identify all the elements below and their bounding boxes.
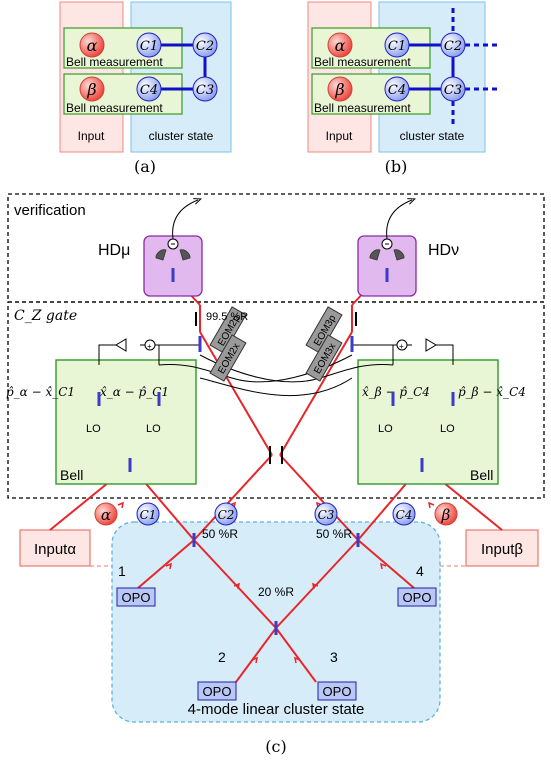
c3-node <box>192 76 218 102</box>
c1-label: C1 <box>140 39 158 54</box>
cluster-state-label: cluster state <box>149 129 214 143</box>
cz-gate-box <box>7 301 545 499</box>
opo-4: OPO <box>397 587 437 607</box>
reflect-50-right: 50 %R <box>316 527 352 541</box>
input-beta-box <box>465 529 539 567</box>
c3-label: C3 <box>196 83 214 98</box>
input-alpha-label: Inputα <box>34 541 76 558</box>
caption-a: (a) <box>134 157 156 176</box>
bell-right-label: Bell <box>470 467 493 483</box>
bell-left-label: Bell <box>60 467 83 483</box>
c2-node <box>440 32 466 58</box>
alpha-label: α <box>335 36 346 55</box>
beta-label: β <box>441 506 451 524</box>
mode-4: 4 <box>416 563 424 579</box>
c1-node <box>136 502 160 526</box>
beta-node <box>434 502 458 526</box>
panel-a: α β C1 C2 C3 C4 Bell measurement Bell me… <box>59 1 232 176</box>
formula-x-alpha: x̂_α − p̂_C1 <box>100 385 169 399</box>
beta-node <box>79 76 105 102</box>
bell-box-left <box>55 359 197 485</box>
formula-x-beta: x̂_β − p̂_C4 <box>362 385 430 399</box>
svg-text:+: + <box>399 342 404 351</box>
c3-node <box>314 502 338 526</box>
beta-label: β <box>86 80 96 99</box>
alpha-node <box>327 32 353 58</box>
mode-2: 2 <box>218 649 226 665</box>
c2-label: C2 <box>196 39 214 54</box>
lo-label: LO <box>146 423 161 435</box>
beam-splitters <box>97 268 455 635</box>
c4-node <box>392 502 416 526</box>
bell-measurement-label: Bell measurement <box>66 101 163 115</box>
opo-3: OPO <box>317 681 357 701</box>
bell-box-right <box>357 359 499 485</box>
c4-label: C4 <box>396 508 413 522</box>
alpha-label: α <box>101 506 111 524</box>
svg-text:OPO: OPO <box>403 590 432 605</box>
panel-b: α β C1 C2 C3 C4 Bell measurement Bell me… <box>307 1 498 176</box>
formula-p-beta: p̂_β − x̂_C4 <box>458 385 526 399</box>
alpha-node <box>94 502 118 526</box>
c1-label: C1 <box>140 508 157 522</box>
verification-label: verification <box>14 202 86 219</box>
c4-node <box>384 76 410 102</box>
lo-label: LO <box>378 423 393 435</box>
c1-label: C1 <box>388 39 406 54</box>
c4-label: C4 <box>140 83 158 98</box>
beta-label: β <box>334 80 344 99</box>
bell-measurement-label: Bell measurement <box>314 101 411 115</box>
c2-label: C2 <box>444 39 462 54</box>
c2-node <box>192 32 218 58</box>
c3-label: C3 <box>444 83 462 98</box>
bell-measurement-label: Bell measurement <box>66 55 163 69</box>
verification-box <box>7 193 545 303</box>
input-alpha-box <box>19 529 91 567</box>
c3-node <box>440 76 466 102</box>
c3-label: C3 <box>318 508 335 522</box>
beta-node <box>327 76 353 102</box>
alpha-label: α <box>87 36 98 55</box>
lo-label: LO <box>440 423 455 435</box>
svg-text:OPO: OPO <box>323 684 352 699</box>
lo-label: LO <box>86 423 101 435</box>
reflect-20: 20 %R <box>258 585 294 599</box>
reflect-995-label: 99.5 %R <box>206 311 248 323</box>
cluster-state-label: 4-mode linear cluster state <box>188 701 365 718</box>
panel-c: verification C_Z gate 4-mode linear clus… <box>6 193 545 756</box>
opo-1: OPO <box>116 587 156 607</box>
input-beta-label: Inputβ <box>481 541 523 558</box>
c2-label: C2 <box>218 508 235 522</box>
alpha-node <box>79 32 105 58</box>
reflect-50-left: 50 %R <box>202 527 238 541</box>
opo-2: OPO <box>197 681 237 701</box>
c4-node <box>136 76 162 102</box>
caption-c: (c) <box>265 737 286 756</box>
svg-text:OPO: OPO <box>203 684 232 699</box>
formula-p-alpha: p̂_α − x̂_C1 <box>6 385 75 399</box>
mode-3: 3 <box>330 649 338 665</box>
caption-b: (b) <box>385 157 408 176</box>
c1-node <box>136 32 162 58</box>
mode-1: 1 <box>118 563 126 579</box>
c2-node <box>214 502 238 526</box>
cluster-state-label: cluster state <box>400 129 465 143</box>
hd-mu-label: HDμ <box>98 242 130 259</box>
bell-measurement-label: Bell measurement <box>314 55 411 69</box>
input-label: Input <box>326 129 353 143</box>
input-label: Input <box>78 129 105 143</box>
cz-gate-label: C_Z gate <box>14 308 77 324</box>
c1-node <box>384 32 410 58</box>
svg-text:OPO: OPO <box>122 590 151 605</box>
hd-nu-label: HDν <box>428 242 459 259</box>
svg-text:+: + <box>147 342 152 351</box>
c4-label: C4 <box>388 83 406 98</box>
